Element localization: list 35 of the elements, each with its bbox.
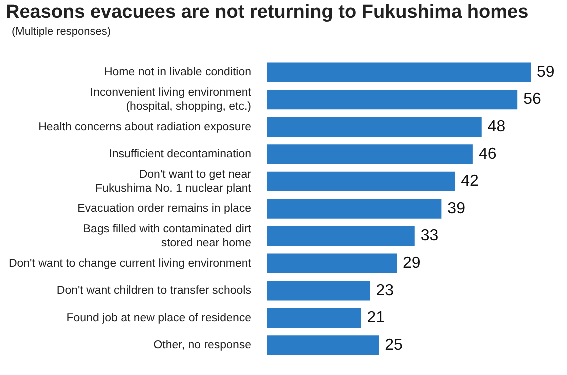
y-tick-label: Don't want to get near Fukushima No. 1 nuclear plant [96, 168, 252, 195]
data-label: 42 [461, 173, 479, 190]
data-label: 59 [537, 64, 555, 81]
data-label: 56 [524, 91, 542, 108]
data-label: 23 [376, 282, 394, 300]
bar [268, 281, 370, 301]
bar [268, 117, 482, 137]
data-label: 39 [448, 200, 466, 218]
y-tick-label: Don't want to change current living environment [8, 258, 252, 270]
text: (Multiple responses) [12, 26, 112, 38]
y-tick-label: Home not in livable condition [104, 66, 252, 79]
y-tick-label: Insufficient decontamination [109, 148, 252, 161]
y-tick-label: Health concerns about radiation exposure [38, 121, 252, 134]
y-tick-label: Inconvenient living environment (hospital, shopping, etc.) [90, 87, 252, 113]
y-tick-label: Don't want children to transfer schools [56, 285, 252, 298]
bar [268, 199, 442, 219]
y-tick-label: Bags filled with contaminated dirt stored near home [83, 224, 252, 250]
bar [268, 172, 456, 192]
bar [268, 90, 518, 110]
data-label: 25 [385, 336, 404, 354]
data-label: 29 [403, 254, 421, 272]
data-label: 21 [367, 310, 386, 327]
bar [268, 144, 473, 164]
data-label: 46 [478, 146, 497, 163]
data-label: 33 [420, 228, 439, 245]
y-tick-label: Evacuation order remains in place [78, 203, 252, 216]
bar [268, 226, 415, 246]
y-tick-label: Other, no response [154, 340, 252, 352]
bar [268, 308, 362, 328]
bar [268, 62, 531, 82]
bar [268, 254, 398, 274]
data-label: 48 [488, 118, 506, 136]
y-tick-label: Found job at new place of residence [66, 312, 252, 324]
chart-title: Reasons evacuees are not returning to Fukushima homes [6, 2, 529, 24]
bar [268, 336, 380, 356]
